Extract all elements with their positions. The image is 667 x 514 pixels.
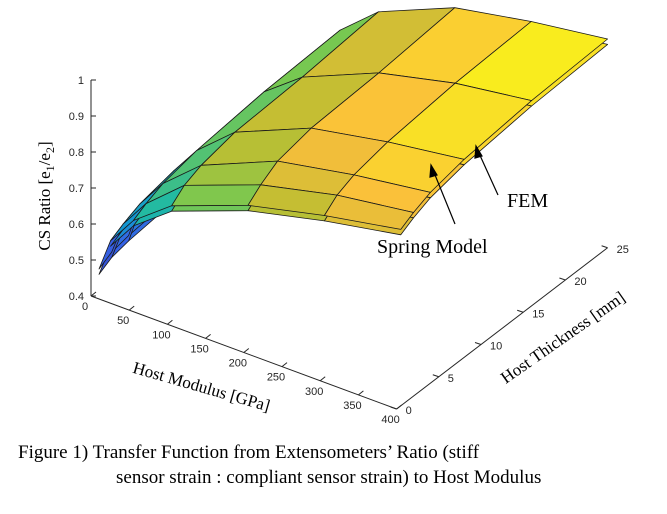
x-tick-mark bbox=[358, 390, 364, 396]
x-tick-label: 0 bbox=[82, 301, 88, 313]
x-tick-label: 100 bbox=[152, 329, 170, 341]
x-tick-mark bbox=[90, 291, 97, 297]
z-tick-label: 0.6 bbox=[69, 219, 84, 231]
spring-model-arrow bbox=[432, 169, 456, 225]
x-tick-mark bbox=[128, 305, 135, 311]
z-tick-label: 0.9 bbox=[69, 111, 84, 123]
surface-chart: 0.40.50.60.70.80.91050100150200250300350… bbox=[35, 7, 629, 426]
y-tick-mark bbox=[390, 406, 397, 410]
y-tick-mark bbox=[517, 309, 524, 313]
x-tick-mark bbox=[319, 376, 326, 382]
caption-line-1: Figure 1) Transfer Function from Extenso… bbox=[18, 442, 480, 463]
x-tick-label: 300 bbox=[305, 386, 323, 398]
x-tick-mark bbox=[243, 348, 250, 353]
z-tick-label: 0.4 bbox=[69, 291, 84, 303]
z-tick-label: 0.7 bbox=[69, 183, 84, 195]
annotation-fem: FEM bbox=[507, 190, 548, 212]
z-axis-label: CS Ratio [e1/e2] bbox=[35, 141, 57, 250]
x-tick-mark bbox=[167, 319, 173, 325]
z-tick-label: 0.5 bbox=[69, 255, 84, 267]
y-tick-label: 25 bbox=[617, 244, 629, 256]
y-tick-label: 20 bbox=[574, 276, 586, 288]
x-tick-mark bbox=[205, 333, 211, 339]
caption-line-2: sensor strain : compliant sensor strain)… bbox=[116, 467, 542, 488]
fem-arrow bbox=[477, 150, 499, 196]
y-tick-label: 0 bbox=[406, 405, 412, 417]
y-tick-mark bbox=[432, 374, 439, 378]
figure-caption: Figure 1) Transfer Function from Extenso… bbox=[18, 440, 658, 490]
x-tick-label: 200 bbox=[229, 358, 247, 370]
y-tick-mark bbox=[474, 342, 482, 345]
annotation-spring-model: Spring Model bbox=[377, 236, 488, 258]
y-tick-label: 5 bbox=[448, 373, 454, 385]
y-tick-mark bbox=[559, 277, 566, 281]
annotation-arrows bbox=[429, 144, 499, 225]
z-tick-label: 1 bbox=[78, 75, 84, 87]
fem-arrowhead bbox=[474, 144, 483, 159]
y-axis-label: Host Thickness [mm] bbox=[497, 288, 628, 388]
y-tick-label: 10 bbox=[490, 341, 502, 353]
chart-axes: 0.40.50.60.70.80.91050100150200250300350… bbox=[69, 75, 629, 426]
z-tick-label: 0.8 bbox=[69, 147, 84, 159]
x-tick-label: 50 bbox=[117, 315, 129, 327]
y-tick-mark bbox=[601, 245, 608, 249]
x-tick-mark bbox=[281, 362, 288, 368]
x-tick-label: 250 bbox=[267, 372, 285, 384]
x-tick-label: 350 bbox=[343, 400, 361, 412]
x-tick-label: 400 bbox=[381, 414, 399, 426]
surface-patch-fem bbox=[323, 194, 414, 230]
surface-patch-fem bbox=[171, 184, 262, 207]
spring-model-arrowhead bbox=[429, 163, 438, 178]
x-axis-label: Host Modulus [GPa] bbox=[131, 358, 272, 415]
y-axis-line bbox=[396, 247, 608, 410]
x-tick-label: 150 bbox=[190, 343, 208, 355]
y-tick-label: 15 bbox=[532, 308, 544, 320]
surface-plot bbox=[98, 7, 608, 275]
